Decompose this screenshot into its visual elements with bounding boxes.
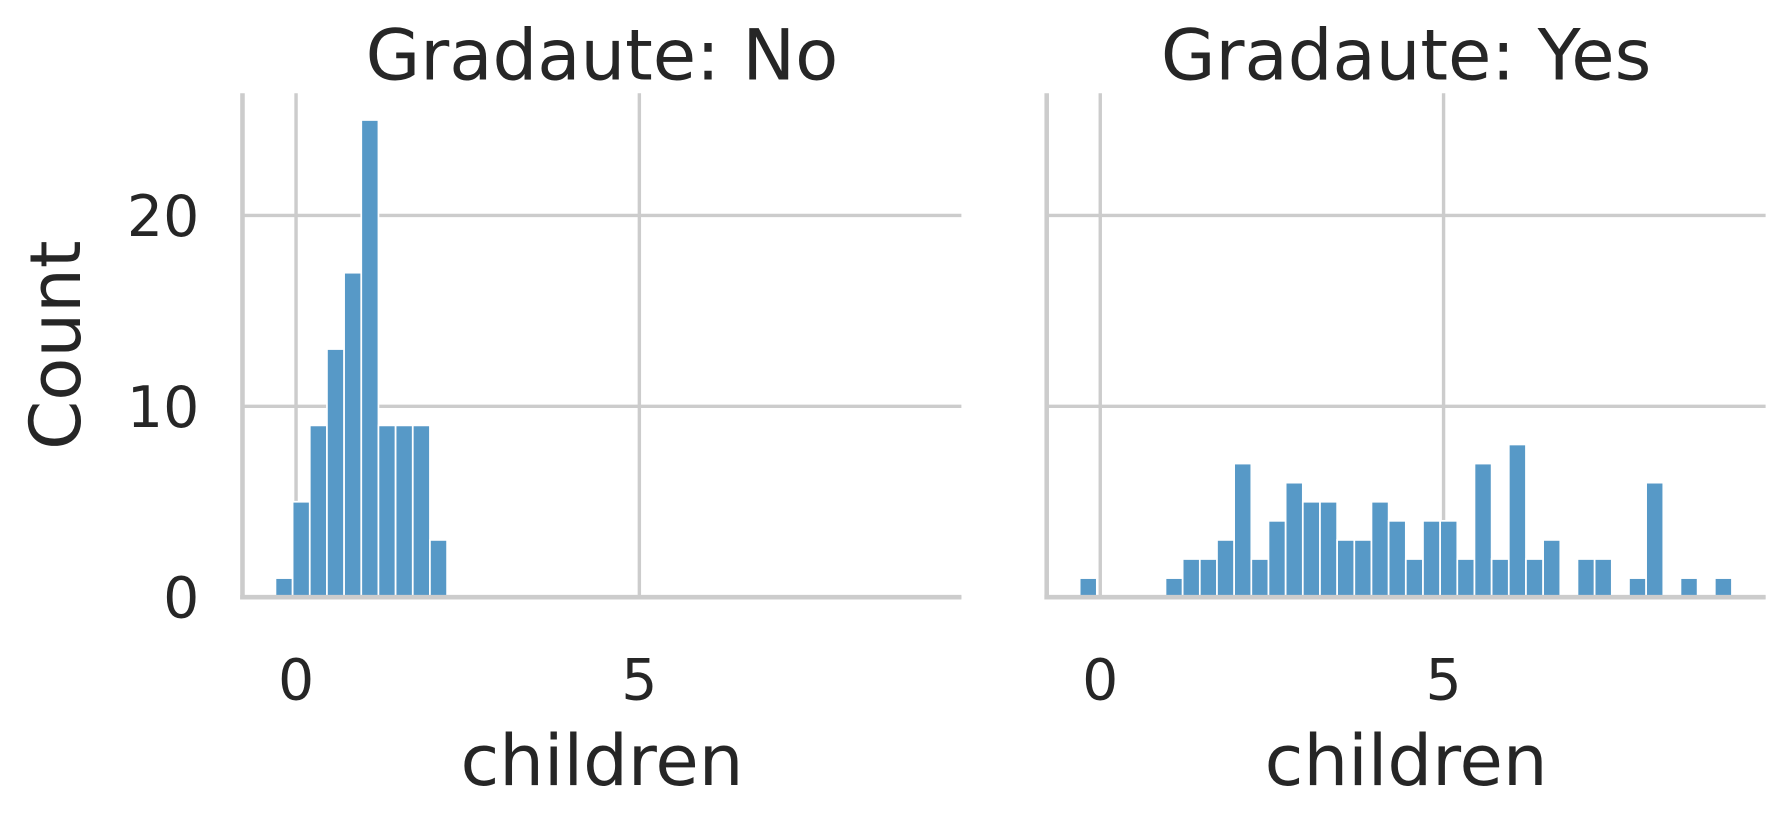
bar <box>1216 539 1236 599</box>
bar <box>1319 500 1338 599</box>
x-tick-label: 5 <box>1425 648 1461 714</box>
bar <box>377 424 397 599</box>
bar <box>1267 519 1287 599</box>
bar <box>326 348 345 599</box>
x-tick-label: 0 <box>278 648 314 714</box>
bar <box>1353 539 1373 599</box>
panel-title: Gradaute: Yes <box>1161 15 1652 97</box>
bar <box>1233 462 1253 599</box>
bar <box>1164 577 1184 599</box>
bar <box>1525 558 1544 599</box>
bar <box>1576 558 1596 599</box>
bar <box>1628 577 1647 599</box>
bar <box>1593 558 1613 599</box>
x-axis-label: children <box>460 720 743 802</box>
bar <box>308 424 328 599</box>
y-tick-label: 0 <box>163 566 199 632</box>
bar <box>394 424 414 599</box>
x-tick-label: 5 <box>621 648 657 714</box>
bar <box>411 424 431 599</box>
bar <box>291 500 311 599</box>
bar <box>1404 558 1424 599</box>
y-axis-label: Count <box>15 241 97 450</box>
bar <box>360 119 380 599</box>
bar <box>1439 519 1459 599</box>
x-axis-label: children <box>1265 720 1548 802</box>
bar <box>1490 558 1510 599</box>
bar <box>1542 539 1562 599</box>
bar <box>343 271 363 599</box>
y-tick-label: 20 <box>127 184 199 250</box>
bar <box>1336 539 1356 599</box>
bar <box>1301 500 1321 599</box>
bar <box>1679 577 1699 599</box>
bar <box>1250 558 1270 599</box>
bar <box>274 577 294 599</box>
bar <box>1181 558 1201 599</box>
bar <box>1078 577 1098 599</box>
bar <box>1198 558 1218 599</box>
bar <box>1456 558 1476 599</box>
bar <box>1422 519 1441 599</box>
bar <box>1473 462 1493 599</box>
bar <box>1370 500 1390 599</box>
bar <box>1507 443 1527 599</box>
bar <box>429 539 448 599</box>
bar <box>1387 519 1407 599</box>
x-tick-label: 0 <box>1082 648 1118 714</box>
bar <box>1284 481 1304 599</box>
bar <box>1645 481 1665 599</box>
bar <box>1713 577 1733 599</box>
y-tick-label: 10 <box>127 375 199 441</box>
panel-title: Gradaute: No <box>366 15 839 97</box>
